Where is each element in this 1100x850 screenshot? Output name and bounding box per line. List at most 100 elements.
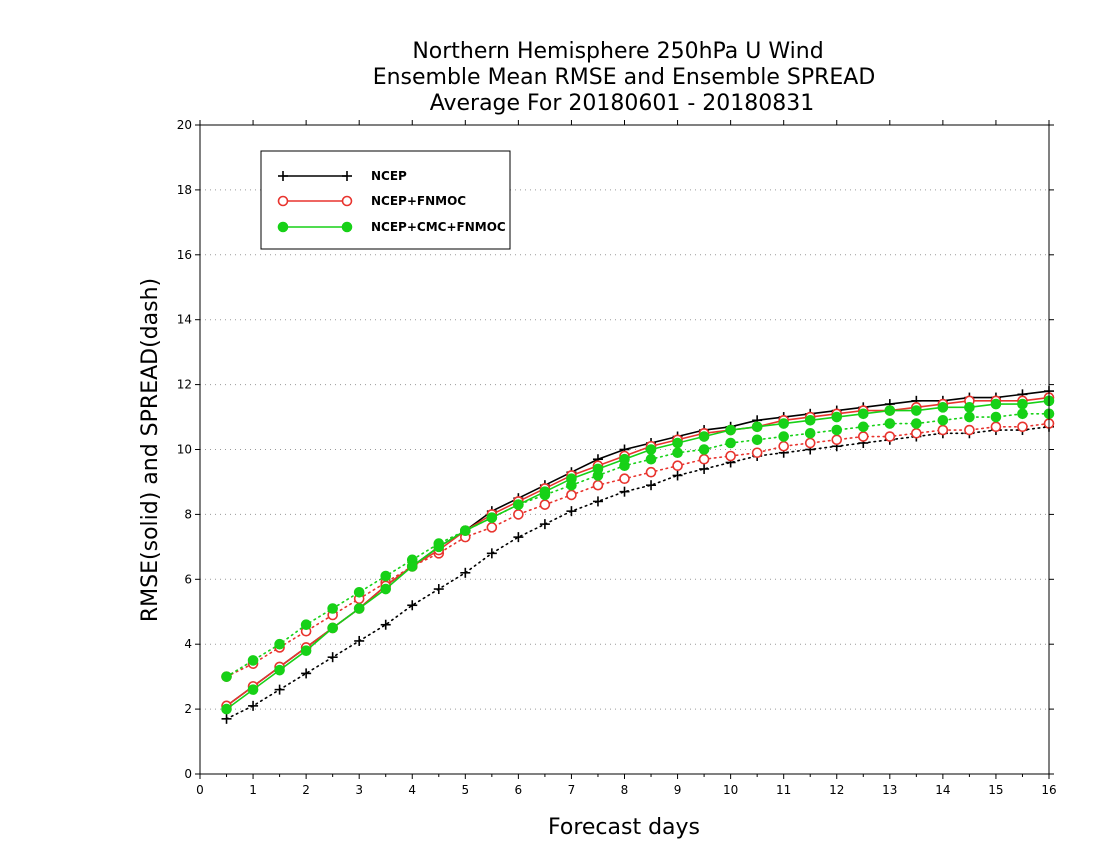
rmse-point xyxy=(247,684,259,695)
x-tick-label: 14 xyxy=(935,783,950,797)
spread-point xyxy=(964,424,975,436)
rmse-point xyxy=(592,463,604,475)
x-tick-label: 16 xyxy=(1041,783,1056,797)
spread-point xyxy=(672,470,683,481)
legend-label: NCEP+FNMOC xyxy=(371,194,466,208)
y-tick-label: 20 xyxy=(177,118,192,132)
spread-point xyxy=(804,437,816,449)
x-tick-label: 5 xyxy=(461,783,469,797)
spread-point xyxy=(725,450,736,462)
spread-point xyxy=(539,519,550,530)
spread-point xyxy=(911,427,922,439)
spread-point xyxy=(751,434,763,446)
spread-point xyxy=(964,411,975,423)
spread-point xyxy=(353,586,365,598)
spread-point xyxy=(857,421,869,433)
spread-point xyxy=(646,480,657,491)
spread-point xyxy=(247,655,259,666)
spread-point xyxy=(778,440,789,452)
x-tick-label: 10 xyxy=(723,783,738,797)
rmse-point xyxy=(221,703,232,715)
y-tick-label: 16 xyxy=(177,248,192,262)
spread-point xyxy=(460,567,471,578)
spread-point xyxy=(1017,421,1028,433)
spread-point xyxy=(937,424,949,436)
chart-title-line-3: Average For 20180601 - 20180831 xyxy=(430,91,815,116)
spread-point xyxy=(698,453,710,465)
y-tick-label: 2 xyxy=(184,702,192,716)
x-tick-label: 4 xyxy=(408,783,416,797)
rmse-point xyxy=(406,561,418,572)
legend-box xyxy=(260,150,511,250)
spread-point xyxy=(990,411,1002,423)
x-tick-label: 6 xyxy=(515,783,523,797)
y-tick-label: 6 xyxy=(184,572,192,586)
x-tick-label: 3 xyxy=(355,783,363,797)
rmse-point xyxy=(911,405,922,416)
spread-point xyxy=(274,684,285,695)
legend-marker xyxy=(277,221,289,233)
spread-point xyxy=(699,463,710,474)
rmse-point xyxy=(460,525,471,536)
chart-title: Northern Hemisphere 250hPa U Wind Ensemb… xyxy=(373,39,876,116)
y-tick-label: 10 xyxy=(177,443,192,457)
spread-point xyxy=(778,431,789,442)
legend-marker xyxy=(278,171,288,181)
spread-point xyxy=(725,437,736,449)
spread-point xyxy=(221,713,232,724)
spread-point xyxy=(831,424,843,436)
x-tick-label: 13 xyxy=(882,783,897,797)
rmse-point xyxy=(513,499,524,510)
spread-point xyxy=(380,619,391,630)
plot-frame xyxy=(199,124,1050,775)
spread-point xyxy=(937,414,949,426)
rmse-point xyxy=(327,622,338,634)
series-0 xyxy=(221,386,1054,724)
rmse-point xyxy=(804,414,816,426)
spread-point xyxy=(619,473,630,485)
chart-title-line-1: Northern Hemisphere 250hPa U Wind xyxy=(412,39,823,64)
legend-marker xyxy=(341,221,353,233)
spread-point xyxy=(566,489,577,501)
rmse-point xyxy=(884,405,896,416)
y-tick-label: 14 xyxy=(177,313,192,327)
rmse-line xyxy=(226,396,1050,707)
rmse-point xyxy=(353,603,365,614)
spread-point xyxy=(513,532,524,543)
rmse-point xyxy=(619,453,630,465)
spread-point xyxy=(857,431,869,442)
x-tick-label: 1 xyxy=(249,783,257,797)
rmse-point xyxy=(672,437,683,449)
spread-point xyxy=(1017,408,1028,420)
spread-point xyxy=(380,570,392,582)
legend-marker xyxy=(342,171,352,181)
spread-point xyxy=(698,444,710,455)
x-tick-label: 11 xyxy=(776,783,791,797)
rmse-point xyxy=(725,424,736,436)
rmse-point xyxy=(831,411,843,423)
spread-point xyxy=(407,600,418,611)
rmse-point xyxy=(645,444,657,455)
legend-label: NCEP+CMC+FNMOC xyxy=(371,220,506,234)
x-tick-label: 0 xyxy=(196,783,204,797)
y-tick-label: 18 xyxy=(177,183,192,197)
series-1 xyxy=(221,392,1055,712)
rmse-point xyxy=(751,421,763,433)
y-tick-label: 0 xyxy=(184,767,192,781)
spread-point xyxy=(672,460,683,472)
spread-point xyxy=(221,671,232,682)
x-tick-label: 9 xyxy=(674,783,682,797)
y-tick-label: 12 xyxy=(177,378,192,392)
spread-point xyxy=(751,447,763,459)
x-tick-label: 15 xyxy=(988,783,1003,797)
spread-point xyxy=(592,479,604,491)
spread-point xyxy=(354,635,365,646)
x-tick-label: 2 xyxy=(302,783,310,797)
spread-point xyxy=(884,431,896,442)
rmse-point xyxy=(857,408,869,420)
legend-entry: NCEP xyxy=(278,169,407,183)
spread-line xyxy=(225,425,1050,720)
rmse-point xyxy=(274,664,285,676)
